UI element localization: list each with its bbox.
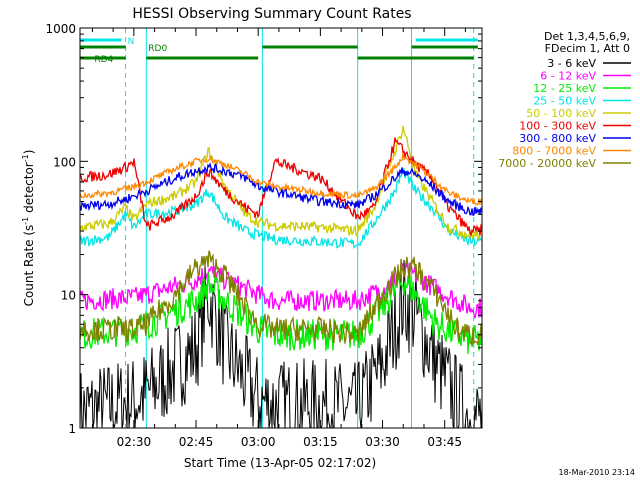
legend-label: 300 - 800 keV xyxy=(519,132,596,145)
series-line xyxy=(79,162,483,217)
x-tick-label: 02:30 xyxy=(117,435,152,449)
flag-label: RD0 xyxy=(148,44,167,54)
x-axis-ticks: 02:30 02:45 03:00 03:15 03:30 03:45 xyxy=(91,28,466,449)
legend-header-line-1: Det 1,3,4,5,6,9, xyxy=(544,30,630,43)
series-line xyxy=(79,152,483,206)
mode-change-lines xyxy=(79,28,475,428)
series-line xyxy=(79,259,483,429)
chart-title: HESSI Observing Summary Count Rates xyxy=(132,6,411,22)
legend-header-line-2: FDecim 1, Att 0 xyxy=(545,42,630,55)
x-tick-label: 03:30 xyxy=(365,435,400,449)
series-line xyxy=(79,250,483,347)
legend-label: 25 - 50 keV xyxy=(533,95,596,108)
y-tick-label: 10 xyxy=(61,289,76,303)
y-axis-label: Count Rate (s-1 detector-1) xyxy=(21,150,36,307)
x-tick-label: 03:00 xyxy=(241,435,276,449)
legend-label: 3 - 6 keV xyxy=(547,57,596,70)
flag-label: N xyxy=(128,37,135,47)
legend-label: 800 - 7000 keV xyxy=(512,145,596,158)
legend-label: 7000 - 20000 keV xyxy=(498,157,596,170)
y-tick-label: 1000 xyxy=(45,22,76,36)
x-axis-label: Start Time (13-Apr-05 02:17:02) xyxy=(184,456,376,470)
y-tick-label: 100 xyxy=(53,155,76,169)
legend-label: 12 - 25 keV xyxy=(533,82,596,95)
legend: Det 1,3,4,5,6,9, FDecim 1, Att 0 3 - 6 k… xyxy=(498,30,631,170)
x-tick-label: 03:45 xyxy=(427,435,462,449)
series-lines xyxy=(79,125,483,429)
plot-frame xyxy=(79,27,483,429)
footer-date: 18-Mar-2010 23:14 xyxy=(559,468,636,477)
x-tick-label: 02:45 xyxy=(179,435,214,449)
y-tick-label: 1 xyxy=(68,422,76,436)
x-tick-label: 03:15 xyxy=(303,435,338,449)
series-line xyxy=(79,168,482,250)
series-line xyxy=(79,137,483,237)
y-axis-ticks: 1 10 100 1000 xyxy=(45,22,482,436)
flag-bars: N RD0 RD4 xyxy=(80,37,478,65)
flag-label: RD4 xyxy=(94,55,113,65)
legend-label: 50 - 100 keV xyxy=(526,107,596,120)
legend-label: 100 - 300 keV xyxy=(519,120,596,133)
legend-label: 6 - 12 keV xyxy=(540,70,596,83)
